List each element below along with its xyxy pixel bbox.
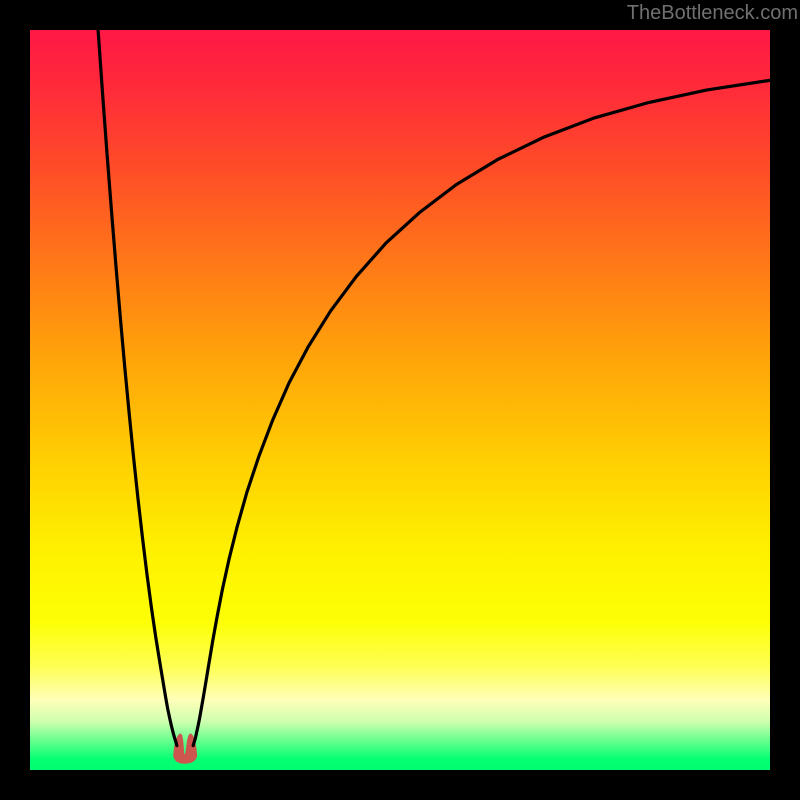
chart-stage: TheBottleneck.com	[0, 0, 800, 800]
plot-area	[30, 30, 770, 770]
plot-svg	[30, 30, 770, 770]
watermark-text: TheBottleneck.com	[627, 2, 798, 25]
plot-background	[30, 30, 770, 770]
